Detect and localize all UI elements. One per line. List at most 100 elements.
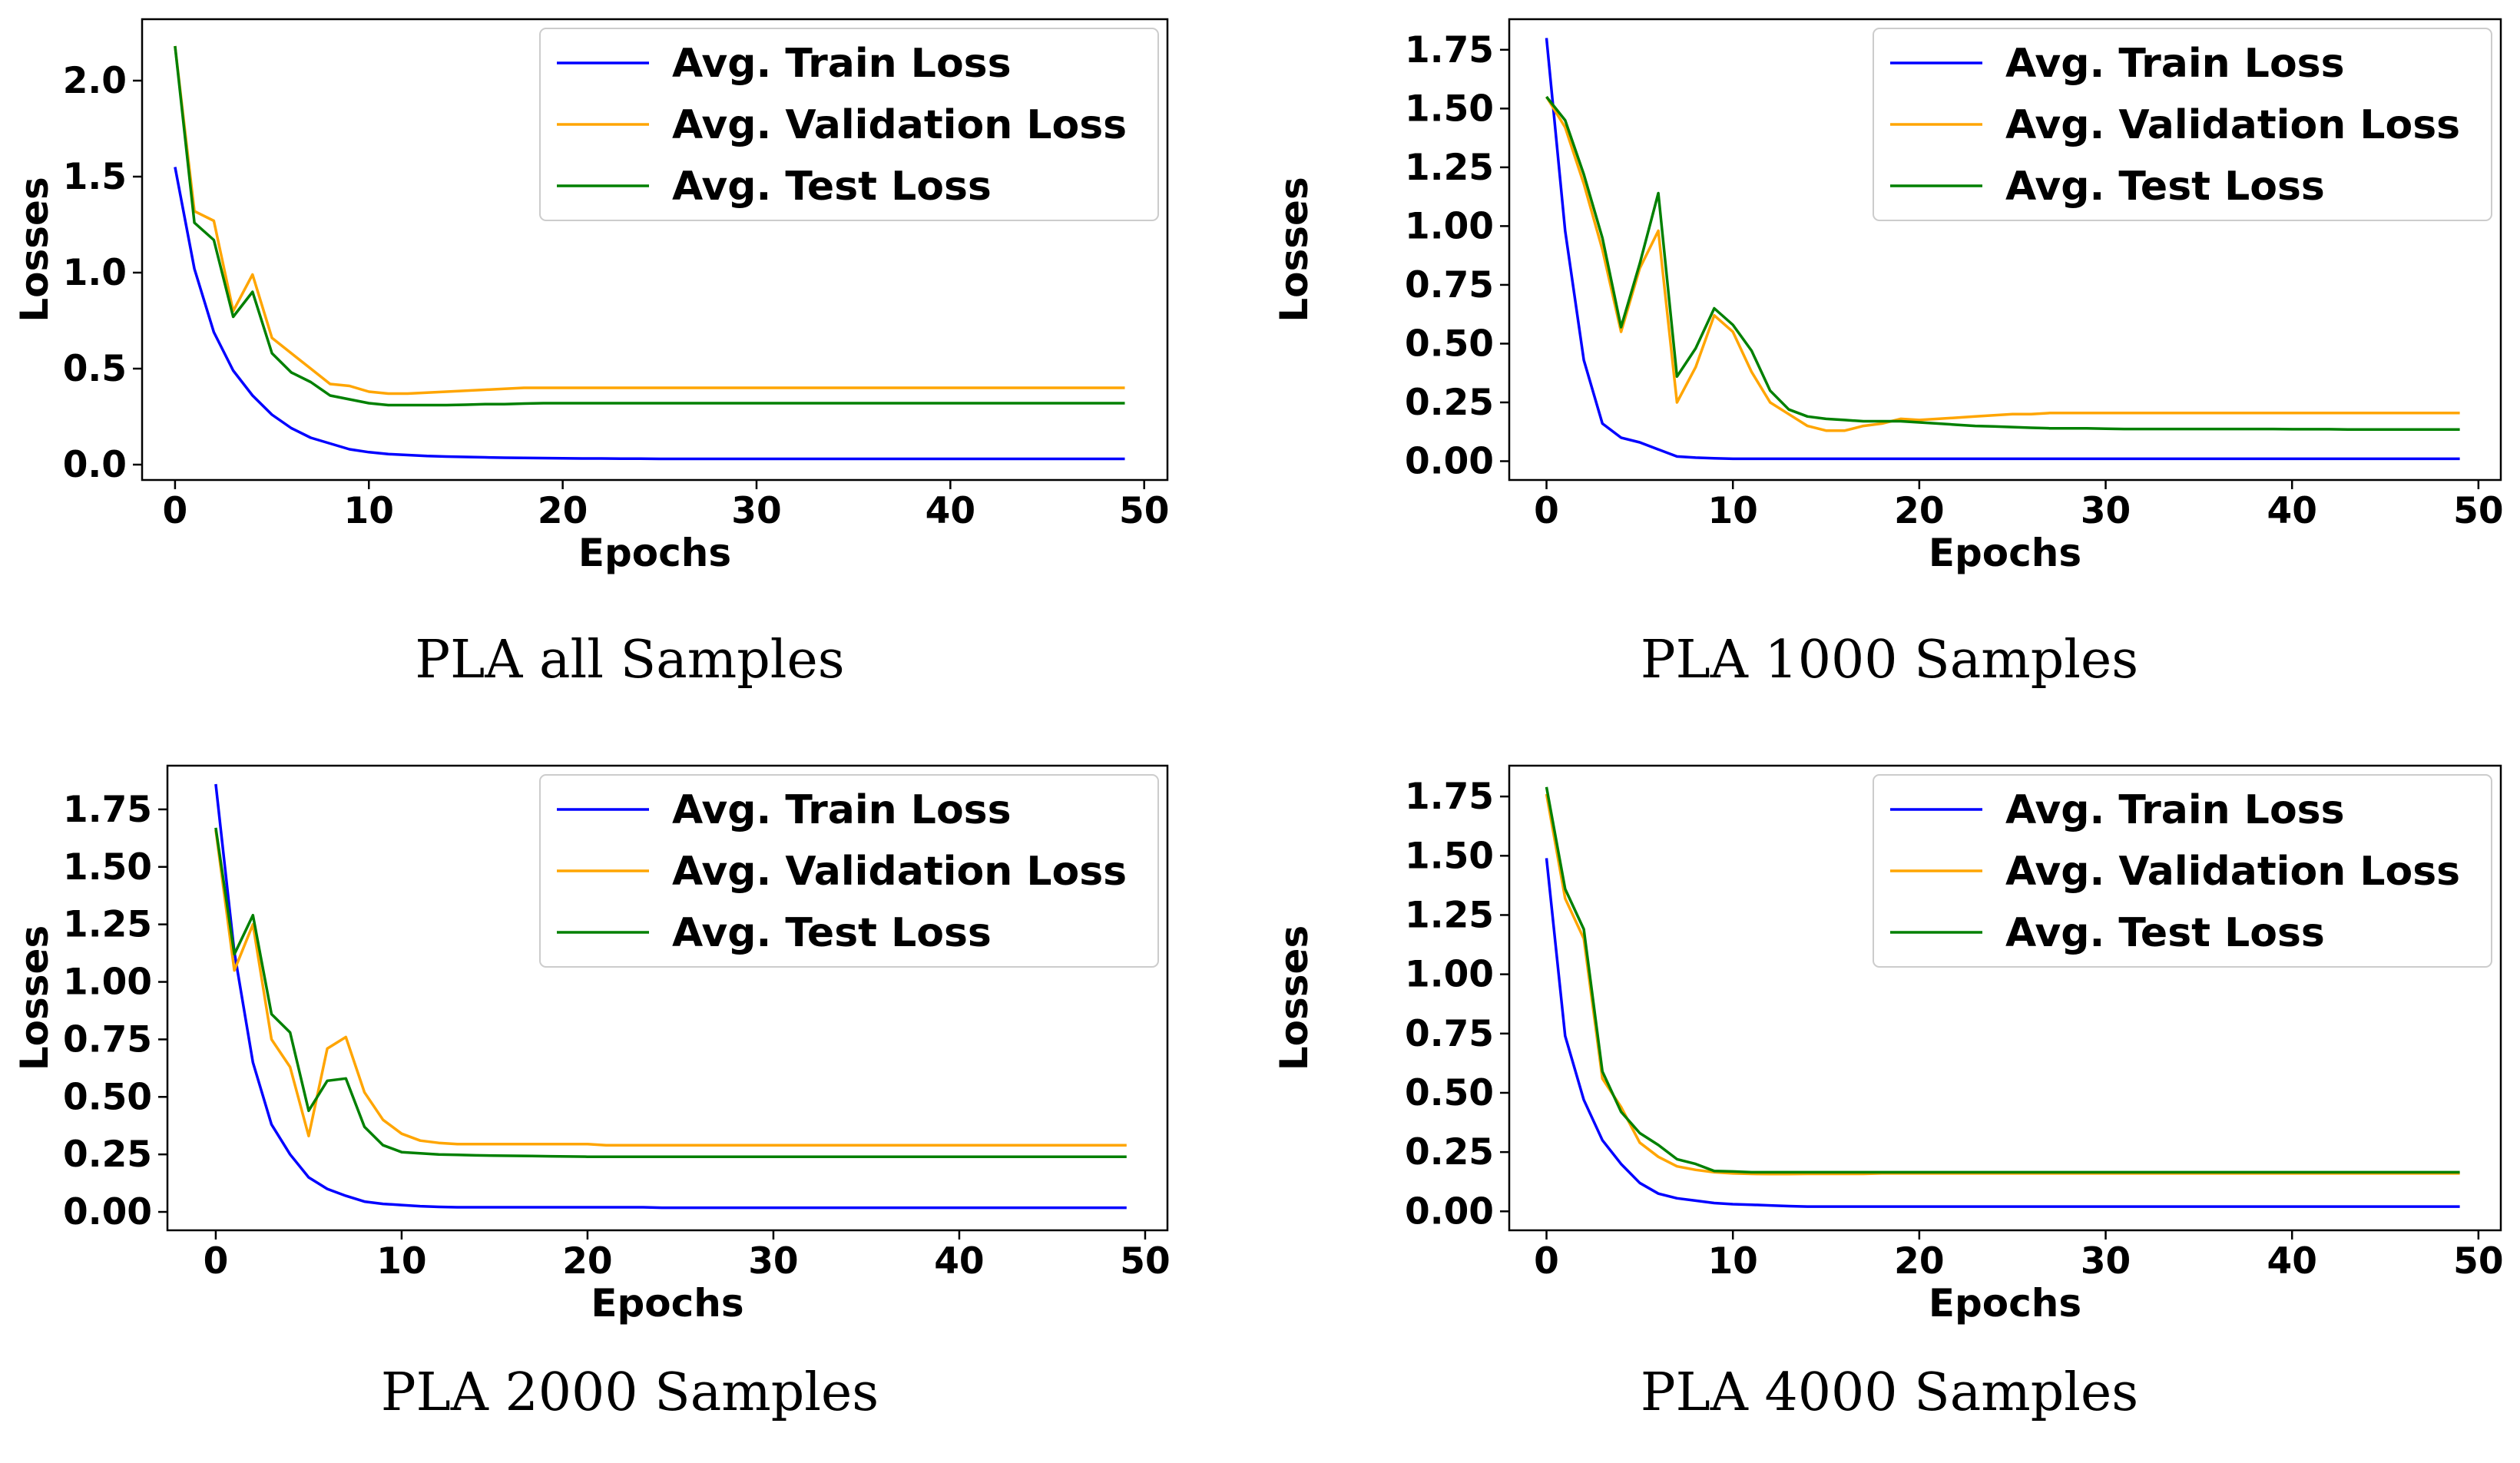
y-tick-label: 1.25 [1405, 894, 1494, 936]
x-tick-label: 40 [2267, 490, 2317, 532]
x-tick-label: 40 [2267, 1240, 2317, 1283]
plot-area-frame [1508, 18, 2502, 482]
series-line-2 [1545, 96, 2460, 432]
x-axis-label: Epochs [1929, 531, 2081, 575]
loss-chart-2000-samples: 0 10 20 30 40 50 0.00 0.25 0.50 0.75 1.00 1.25 1.50 1… [12, 764, 1171, 1326]
x-axis-label: Epochs [591, 1281, 743, 1326]
y-axis-label: Losses [1272, 925, 1316, 1071]
y-tick-label: 0.25 [1405, 382, 1494, 424]
x-tick-label: 20 [538, 490, 588, 532]
legend-label: Avg. Test Loss [2005, 910, 2325, 956]
legend-label: Avg. Validation Loss [2005, 849, 2460, 895]
legend-label: Avg. Train Loss [2005, 787, 2345, 833]
chart-panel-1000-samples: 0 10 20 30 40 50 0.00 0.25 0.50 0.75 1.00 1.25 1.50 1… [1260, 0, 2519, 731]
x-tick-label: 0 [163, 490, 188, 532]
x-tick-label: 30 [2081, 1240, 2131, 1283]
y-tick-label: 1.00 [63, 962, 152, 1004]
chart-caption: PLA all Samples [415, 630, 845, 690]
x-tick-label: 50 [1119, 490, 1169, 532]
plot-area-frame [166, 764, 1169, 1232]
series-line-1 [174, 167, 1125, 461]
y-axis-label: Losses [12, 925, 57, 1071]
series-line-1 [1545, 38, 2460, 461]
y-tick-label: 0.50 [1405, 1072, 1494, 1114]
legend-label: Avg. Validation Loss [672, 849, 1127, 895]
loss-chart-4000-samples: 0 10 20 30 40 50 0.00 0.25 0.50 0.75 1.00 1.25 1.50 1… [1272, 764, 2504, 1326]
x-tick-label: 50 [2453, 490, 2503, 532]
y-tick-label: 0.00 [1405, 1190, 1494, 1233]
y-tick-label: 2.0 [63, 60, 127, 102]
y-tick-label: 0.75 [1405, 264, 1494, 306]
x-tick-label: 0 [1534, 1240, 1559, 1283]
series-line-3 [1545, 95, 2460, 431]
chart-panel-4000-samples: 0 10 20 30 40 50 0.00 0.25 0.50 0.75 1.00 1.25 1.50 1… [1260, 731, 2519, 1462]
x-tick-label: 40 [926, 490, 975, 532]
legend-box [539, 774, 1159, 968]
x-tick-label: 0 [204, 1240, 229, 1283]
y-tick-label: 0.0 [63, 444, 127, 486]
series-line-2 [174, 45, 1125, 396]
x-tick-label: 10 [1708, 1240, 1758, 1283]
x-tick-label: 0 [1534, 490, 1559, 532]
y-tick-label: 1.00 [1405, 954, 1494, 996]
y-tick-label: 0.00 [1405, 441, 1494, 483]
y-tick-label: 1.5 [63, 156, 127, 198]
y-tick-label: 1.50 [1405, 88, 1494, 130]
legend-label: Avg. Test Loss [672, 164, 992, 210]
y-tick-label: 1.25 [63, 904, 152, 946]
series-line-2 [214, 829, 1127, 1147]
y-tick-label: 1.50 [1405, 835, 1494, 877]
y-tick-label: 1.0 [63, 252, 127, 294]
chart-panel-all-samples: 0 10 20 30 40 50 0.0 0.5 1.0 1.5 2.0 Epochs Losses Av… [0, 0, 1260, 731]
x-tick-label: 10 [1708, 490, 1758, 532]
legend-box [1873, 28, 2492, 221]
x-tick-label: 30 [731, 490, 781, 532]
x-tick-label: 30 [748, 1240, 798, 1283]
chart-caption: PLA 4000 Samples [1640, 1362, 2139, 1423]
x-axis-label: Epochs [578, 531, 731, 575]
plot-area-frame [1508, 764, 2502, 1232]
legend-box [539, 28, 1159, 221]
y-tick-label: 1.75 [1405, 29, 1494, 71]
y-tick-label: 1.25 [1405, 147, 1494, 189]
legend-label: Avg. Validation Loss [2005, 102, 2460, 148]
x-tick-label: 20 [562, 1240, 612, 1283]
y-tick-label: 1.75 [1405, 776, 1494, 818]
x-tick-label: 50 [1120, 1240, 1170, 1283]
y-tick-label: 0.75 [63, 1018, 152, 1061]
series-line-1 [214, 783, 1127, 1210]
legend-label: Avg. Train Loss [2005, 41, 2345, 87]
y-tick-label: 0.5 [63, 348, 127, 390]
y-tick-label: 0.75 [1405, 1013, 1494, 1055]
y-tick-label: 0.50 [63, 1076, 152, 1118]
y-tick-label: 1.50 [63, 846, 152, 889]
x-tick-label: 20 [1894, 490, 1944, 532]
x-tick-label: 40 [934, 1240, 984, 1283]
y-tick-label: 0.50 [1405, 323, 1494, 365]
x-axis-label: Epochs [1929, 1281, 2081, 1326]
plot-area-frame [141, 18, 1169, 482]
legend-label: Avg. Test Loss [672, 910, 992, 956]
loss-chart-1000-samples: 0 10 20 30 40 50 0.00 0.25 0.50 0.75 1.00 1.25 1.50 1… [1272, 18, 2504, 575]
x-tick-label: 20 [1894, 1240, 1944, 1283]
chart-panel-2000-samples: 0 10 20 30 40 50 0.00 0.25 0.50 0.75 1.00 1.25 1.50 1… [0, 731, 1260, 1462]
y-tick-label: 1.75 [63, 789, 152, 831]
chart-caption: PLA 1000 Samples [1640, 630, 2139, 690]
series-line-1 [1545, 858, 2460, 1208]
y-tick-label: 1.00 [1405, 205, 1494, 247]
legend-box [1873, 774, 2492, 968]
chart-caption: PLA 2000 Samples [380, 1362, 879, 1423]
y-tick-label: 0.00 [63, 1191, 152, 1233]
x-tick-label: 10 [376, 1240, 426, 1283]
legend-label: Avg. Train Loss [672, 787, 1012, 833]
y-tick-label: 0.25 [63, 1134, 152, 1176]
y-tick-label: 0.25 [1405, 1131, 1494, 1173]
loss-chart-all-samples: 0 10 20 30 40 50 0.0 0.5 1.0 1.5 2.0 Epochs Losses Av… [12, 18, 1169, 575]
series-line-3 [1545, 786, 2460, 1174]
legend-label: Avg. Test Loss [2005, 164, 2325, 210]
legend-label: Avg. Validation Loss [672, 102, 1127, 148]
legend-label: Avg. Train Loss [672, 41, 1012, 87]
series-line-3 [174, 45, 1125, 407]
x-tick-label: 10 [344, 490, 394, 532]
y-axis-label: Losses [12, 177, 57, 322]
